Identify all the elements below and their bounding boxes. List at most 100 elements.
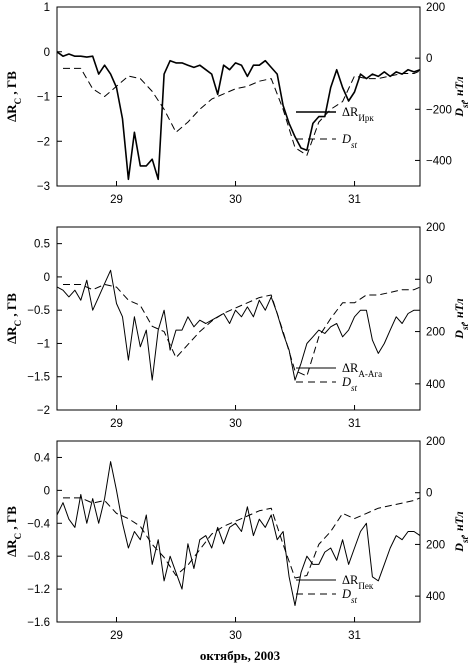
y-tick-label-text: −2 (37, 405, 50, 417)
y-axis-label-main: ΔR (4, 104, 19, 122)
y-tick-label: 0 (44, 47, 50, 59)
x-tick-label: 31 (348, 630, 361, 642)
y-right-tick-label: −200 (426, 104, 452, 116)
y-right-tick-label: 0 (426, 53, 432, 65)
plot-frame (56, 6, 421, 187)
y-right-tick-label-text: 0 (426, 488, 432, 500)
y-tick-label: −1.6 (27, 617, 50, 629)
y-tick-label-text: −3 (37, 181, 50, 193)
y-right-tick-label: 200 (426, 222, 445, 234)
y-right-tick-label-text: 200 (426, 2, 445, 14)
y-tick-label-text: −1.2 (27, 584, 50, 596)
y-right-tick-label: 200 (426, 327, 445, 339)
legend-label-main: ΔR (342, 573, 359, 587)
y-tick-label-text: −1.5 (27, 372, 50, 384)
y-tick-label: 0 (44, 485, 50, 497)
plot-frame (56, 226, 421, 411)
y-right-tick-label: 200 (426, 436, 445, 448)
y-right-tick-label: 400 (426, 379, 445, 391)
legend-label-sub: А-Ага (358, 369, 382, 379)
y-axis-label-sub: C (13, 320, 23, 327)
y-right-tick-label-text: 400 (426, 379, 445, 391)
series-line-2 (63, 284, 421, 377)
y-right-axis-label-main: D (452, 330, 466, 340)
y-axis-label: ΔRC , ГВ (4, 506, 23, 557)
legend-label-sub: st (351, 595, 358, 605)
y-right-axis-label: Dst, нТл (452, 511, 470, 552)
y-tick-label: 0.5 (34, 239, 50, 251)
series-line-2 (63, 67, 421, 156)
legend-label-sub: Пек (358, 581, 373, 591)
y-right-tick-label: 400 (426, 591, 445, 603)
legend-label-1: ΔRПек (342, 573, 374, 591)
y-right-tick-label-text: 200 (426, 436, 445, 448)
legend-label-1: ΔRИрк (342, 105, 374, 123)
x-tick-label-text: 31 (348, 418, 361, 430)
y-tick-label-text: −0.5 (27, 305, 50, 317)
y-tick-label: −0.8 (27, 551, 50, 563)
legend-label-main: ΔR (342, 105, 359, 119)
y-right-tick-label-text: −400 (426, 155, 452, 167)
x-tick-label: 29 (110, 418, 123, 430)
y-tick-label: 1 (44, 2, 50, 14)
y-right-tick-label-text: 400 (426, 591, 445, 603)
legend-label-main: ΔR (342, 361, 359, 375)
y-right-tick-label-text: 200 (426, 539, 445, 551)
y-axis-label-rest: , ГВ (4, 71, 19, 98)
x-tick-label-text: 30 (229, 630, 242, 642)
x-tick-label-text: 31 (348, 194, 361, 206)
y-axis-label-main: ΔR (4, 326, 19, 344)
y-right-axis-label-rest: , нТл (452, 298, 466, 325)
legend-label-2: Dst (341, 375, 358, 393)
y-right-tick-label: 0 (426, 488, 432, 500)
y-tick-label-text: 0.4 (34, 452, 51, 464)
y-tick-label-text: −1 (37, 92, 50, 104)
x-tick-label-text: 30 (229, 194, 242, 206)
x-tick-label: 30 (229, 194, 242, 206)
x-tick-label-text: 29 (110, 630, 123, 642)
y-right-tick-label-text: 200 (426, 222, 445, 234)
legend-label-main: D (341, 587, 351, 601)
y-tick-label-text: −0.8 (27, 551, 50, 563)
y-tick-label: −1 (37, 92, 50, 104)
y-axis-label: ΔRC , ГВ (4, 71, 23, 122)
y-tick-label: −0.5 (27, 305, 50, 317)
y-right-tick-label-text: 0 (426, 274, 432, 286)
series-line-2 (63, 497, 421, 579)
y-tick-label: −1 (37, 338, 50, 350)
y-tick-label: −2 (37, 405, 50, 417)
x-tick-label: 31 (348, 418, 361, 430)
y-tick-label: −0.4 (27, 518, 50, 530)
legend-label-main: D (341, 132, 351, 146)
y-right-axis-label: Dst, нТл (452, 76, 470, 117)
x-tick-label: 29 (110, 194, 123, 206)
y-tick-label: 0 (44, 272, 50, 284)
y-tick-label-text: −1 (37, 338, 50, 350)
y-right-tick-label-text: −200 (426, 104, 452, 116)
x-tick-label: 29 (110, 630, 123, 642)
chart-panel-3: 0.4 0 −0.4 −0.8 −1.2 −1.6 200 0 200 400 29 30 31 ΔRC … (4, 436, 470, 642)
y-tick-label-text: 0 (44, 47, 50, 59)
y-axis-label-sub: C (13, 98, 23, 105)
legend-label-sub: st (351, 140, 358, 150)
x-tick-label-text: 29 (110, 194, 123, 206)
y-right-axis-label-main: D (452, 108, 466, 118)
y-tick-label: −1.2 (27, 584, 50, 596)
series-line-1 (56, 269, 420, 381)
y-tick-label: 0.4 (34, 452, 51, 464)
y-axis-label-rest: , ГВ (4, 293, 19, 320)
x-tick-label-text: 31 (348, 630, 361, 642)
legend-label-main: D (341, 375, 351, 389)
x-axis-title: октябрь, 2003 (200, 648, 281, 663)
y-right-tick-label: 200 (426, 2, 445, 14)
y-right-axis-label-rest: , нТл (452, 511, 466, 538)
y-right-tick-label-text: 0 (426, 53, 432, 65)
y-tick-label-text: 1 (44, 2, 50, 14)
y-right-tick-label: 0 (426, 274, 432, 286)
y-axis-label: ΔRC , ГВ (4, 293, 23, 344)
y-tick-label: −1.5 (27, 372, 50, 384)
legend-label-2: Dst (341, 132, 358, 150)
y-tick-label: −2 (37, 136, 50, 148)
